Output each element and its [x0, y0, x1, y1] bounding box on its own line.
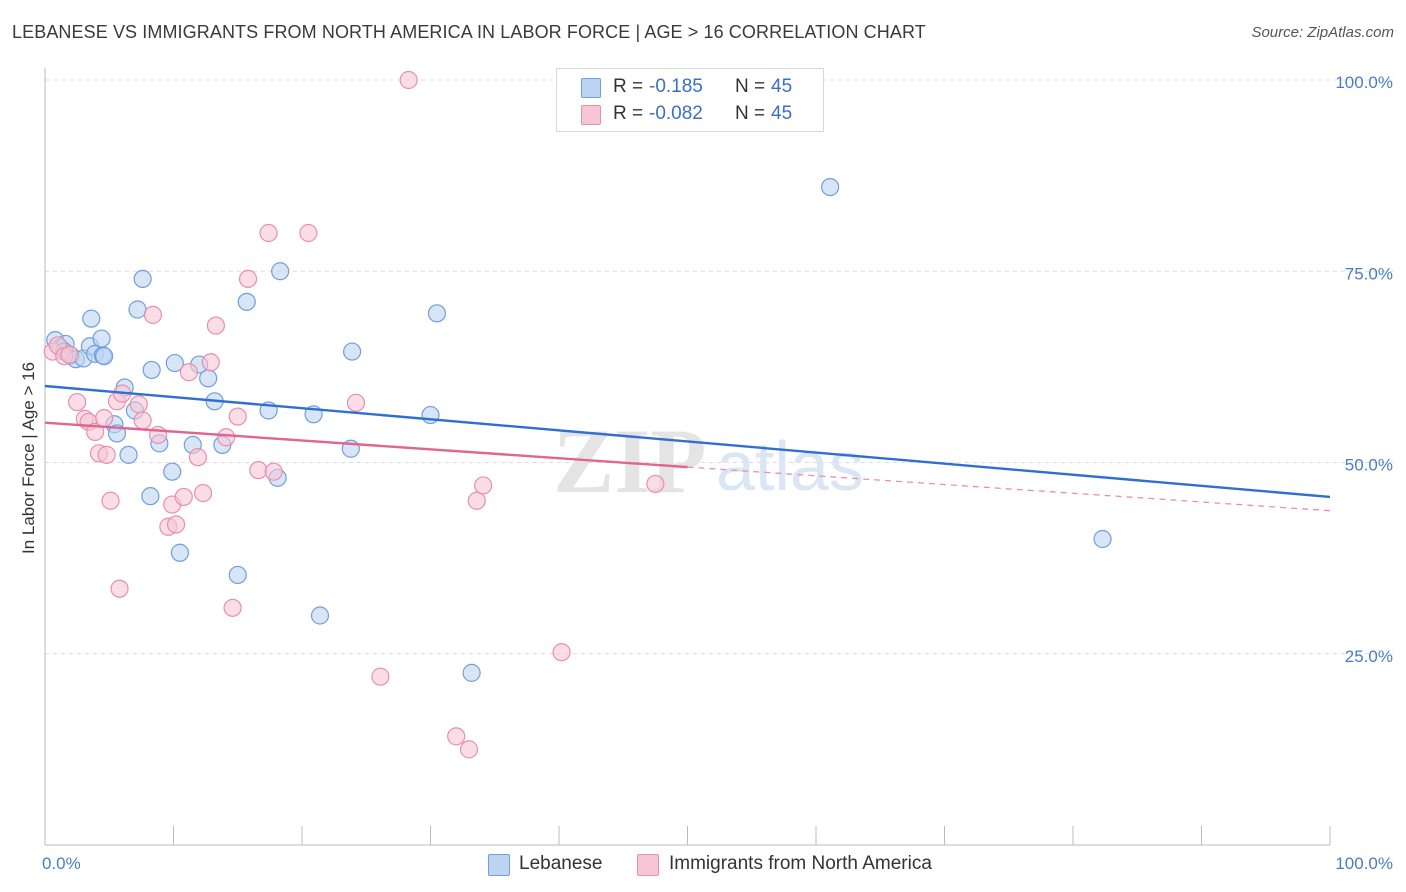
point-immigrants [371, 667, 390, 686]
point-lebanese [128, 300, 147, 319]
point-immigrants [201, 353, 220, 372]
legend-n-value: 45 [771, 76, 793, 97]
point-lebanese [228, 565, 247, 585]
point-immigrants [188, 448, 208, 467]
y-tick-label: 50.0% [1345, 456, 1393, 475]
y-tick-labels: 25.0% 50.0% 75.0% 100.0% [1335, 73, 1393, 666]
point-lebanese [142, 360, 161, 380]
point-immigrants [133, 411, 152, 430]
legend-row-lebanese: R = -0.185 N = 45 [557, 74, 823, 100]
x-tick-label-right: 100.0% [1335, 854, 1393, 873]
point-immigrants [346, 393, 366, 412]
point-lebanese [170, 543, 190, 562]
watermark-atlas: atlas [716, 427, 864, 505]
point-immigrants [60, 345, 79, 364]
point-lebanese [462, 663, 481, 682]
point-immigrants [101, 491, 120, 510]
gridlines [45, 79, 1393, 655]
point-lebanese [92, 329, 111, 348]
point-immigrants [174, 487, 193, 507]
legend-n-value: 45 [771, 103, 793, 124]
y-tick-label: 100.0% [1335, 73, 1393, 92]
point-immigrants [95, 409, 114, 428]
point-immigrants [223, 598, 242, 617]
x-tick-label-left: 0.0% [42, 854, 81, 873]
point-immigrants [299, 223, 318, 243]
legend-r-value: -0.082 [649, 103, 703, 124]
point-immigrants [264, 462, 283, 481]
point-immigrants [249, 461, 268, 480]
point-immigrants [68, 392, 87, 412]
y-tick-label: 25.0% [1345, 647, 1393, 666]
legend-swatch-lebanese [581, 78, 601, 98]
point-immigrants [97, 445, 116, 464]
point-immigrants [129, 395, 148, 414]
point-immigrants [552, 643, 571, 662]
point-immigrants [217, 428, 236, 447]
point-immigrants [193, 484, 213, 503]
point-lebanese [271, 262, 290, 281]
legend-r-label: R = [613, 103, 644, 124]
legend-r-value: -0.185 [649, 76, 703, 97]
point-immigrants [259, 223, 278, 243]
series-swatch-lebanese [488, 854, 510, 876]
axes [44, 68, 1331, 846]
watermark-zip: ZIP [553, 410, 706, 512]
trend-line-immigrants [44, 421, 688, 469]
point-immigrants [179, 363, 199, 382]
point-lebanese [427, 304, 447, 323]
point-lebanese [141, 487, 160, 506]
point-immigrants [459, 740, 479, 759]
series-label-lebanese: Lebanese [519, 853, 603, 874]
series-label-immigrants: Immigrants from North America [669, 853, 932, 874]
point-lebanese [199, 369, 218, 388]
point-lebanese [237, 292, 256, 311]
point-immigrants [228, 407, 247, 426]
legend-swatch-immigrants [581, 105, 601, 125]
legend-n-label: N = [735, 103, 766, 124]
point-lebanese [82, 309, 101, 328]
point-lebanese [163, 462, 182, 481]
point-immigrants [467, 491, 486, 510]
trend-lines [44, 384, 1331, 512]
legend-r-label: R = [613, 76, 644, 97]
point-immigrants [143, 305, 163, 324]
legend-n-label: N = [735, 76, 766, 97]
point-lebanese [165, 353, 184, 373]
point-immigrants [166, 515, 186, 534]
point-immigrants [110, 579, 129, 598]
data-points [43, 70, 1112, 759]
chart-title: LEBANESE VS IMMIGRANTS FROM NORTH AMERIC… [12, 22, 926, 42]
point-immigrants [206, 316, 226, 335]
point-immigrants [447, 727, 466, 746]
series-legend: Lebanese Immigrants from North America [0, 852, 1406, 878]
trend-line-immigrants-extension [687, 466, 1331, 512]
y-axis-label: In Labor Force | Age > 16 [19, 362, 38, 554]
point-lebanese [421, 405, 440, 425]
point-immigrants [646, 474, 665, 494]
correlation-legend: R = -0.185 N = 45 R = -0.082 N = 45 [556, 68, 824, 132]
point-lebanese [119, 445, 138, 464]
point-immigrants [399, 70, 418, 90]
trend-line-lebanese [44, 384, 1331, 499]
point-lebanese [1093, 529, 1112, 549]
point-lebanese [821, 178, 840, 197]
point-lebanese [343, 342, 362, 361]
point-immigrants [474, 476, 493, 495]
series-swatch-immigrants [637, 854, 659, 876]
point-lebanese [133, 269, 152, 288]
point-immigrants [238, 269, 258, 288]
legend-row-immigrants: R = -0.082 N = 45 [557, 101, 823, 127]
point-lebanese [310, 606, 330, 625]
y-tick-label: 75.0% [1345, 264, 1393, 283]
point-lebanese [95, 347, 114, 366]
chart-source: Source: ZipAtlas.com [1251, 24, 1394, 41]
watermark: ZIP atlas [553, 410, 864, 512]
